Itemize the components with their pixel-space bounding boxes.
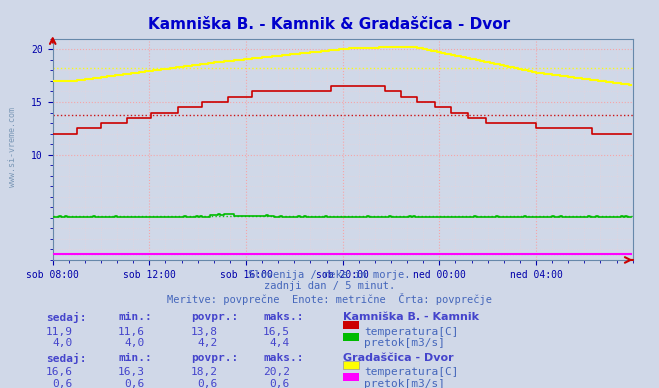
Text: temperatura[C]: temperatura[C]: [364, 367, 458, 377]
Text: 0,6: 0,6: [52, 379, 72, 388]
Text: temperatura[C]: temperatura[C]: [364, 327, 458, 337]
Text: povpr.:: povpr.:: [191, 312, 239, 322]
Text: maks.:: maks.:: [264, 353, 304, 363]
Text: www.si-vreme.com: www.si-vreme.com: [8, 107, 17, 187]
Text: 0,6: 0,6: [125, 379, 145, 388]
Text: 11,9: 11,9: [45, 327, 72, 337]
Text: 0,6: 0,6: [270, 379, 290, 388]
Text: Gradaščica - Dvor: Gradaščica - Dvor: [343, 353, 453, 363]
Text: 4,4: 4,4: [270, 338, 290, 348]
Text: 16,5: 16,5: [263, 327, 290, 337]
Text: 0,6: 0,6: [197, 379, 217, 388]
Text: 16,3: 16,3: [118, 367, 145, 377]
Text: 13,8: 13,8: [190, 327, 217, 337]
Text: 4,0: 4,0: [125, 338, 145, 348]
Text: sedaj:: sedaj:: [46, 353, 86, 364]
Text: zadnji dan / 5 minut.: zadnji dan / 5 minut.: [264, 281, 395, 291]
Text: maks.:: maks.:: [264, 312, 304, 322]
Text: 11,6: 11,6: [118, 327, 145, 337]
Text: 20,2: 20,2: [263, 367, 290, 377]
Text: min.:: min.:: [119, 353, 152, 363]
Text: 18,2: 18,2: [190, 367, 217, 377]
Text: sedaj:: sedaj:: [46, 312, 86, 323]
Text: 4,0: 4,0: [52, 338, 72, 348]
Text: 16,6: 16,6: [45, 367, 72, 377]
Text: pretok[m3/s]: pretok[m3/s]: [364, 379, 445, 388]
Text: pretok[m3/s]: pretok[m3/s]: [364, 338, 445, 348]
Text: povpr.:: povpr.:: [191, 353, 239, 363]
Text: Kamniška B. - Kamnik: Kamniška B. - Kamnik: [343, 312, 478, 322]
Text: 4,2: 4,2: [197, 338, 217, 348]
Text: Slovenija / reke in morje.: Slovenija / reke in morje.: [248, 270, 411, 280]
Text: min.:: min.:: [119, 312, 152, 322]
Text: Kamniška B. - Kamnik & Gradaščica - Dvor: Kamniška B. - Kamnik & Gradaščica - Dvor: [148, 17, 511, 33]
Text: Meritve: povprečne  Enote: metrične  Črta: povprečje: Meritve: povprečne Enote: metrične Črta:…: [167, 293, 492, 305]
